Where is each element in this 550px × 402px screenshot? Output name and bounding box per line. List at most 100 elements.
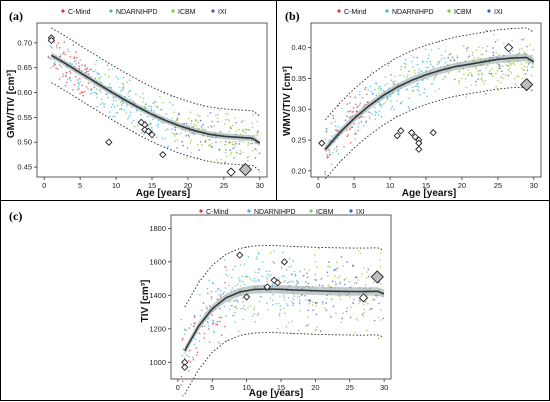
data-point: [333, 148, 336, 150]
data-point: [62, 73, 64, 75]
data-point: [363, 267, 365, 269]
data-point: [296, 279, 298, 282]
data-point: [174, 129, 177, 131]
data-point: [176, 117, 179, 119]
data-point: [526, 66, 528, 68]
data-point: [253, 280, 255, 282]
data-point: [196, 156, 199, 159]
data-point: [282, 293, 285, 296]
data-point: [257, 279, 260, 281]
data-point: [349, 128, 351, 130]
data-point: [372, 281, 375, 284]
data-point: [232, 300, 235, 302]
data-point: [208, 139, 210, 141]
data-point: [314, 273, 317, 276]
data-point: [380, 283, 382, 285]
data-point: [94, 69, 97, 72]
data-point: [201, 309, 203, 312]
data-point: [518, 48, 521, 51]
data-point: [505, 74, 507, 76]
data-point: [242, 300, 244, 303]
data-point: [69, 78, 71, 80]
data-point: [255, 133, 258, 135]
data-point: [417, 71, 420, 74]
data-point: [107, 75, 110, 78]
data-point: [247, 156, 249, 158]
data-point: [379, 252, 382, 254]
data-point: [121, 89, 124, 91]
data-point: [380, 106, 382, 108]
data-point: [215, 141, 217, 143]
data-point: [344, 119, 347, 121]
data-point: [106, 64, 109, 67]
data-point: [486, 65, 489, 67]
data-point: [258, 251, 260, 254]
data-point: [399, 74, 401, 77]
data-point: [201, 128, 204, 130]
prediction-band-lower: [325, 86, 535, 180]
data-point: [218, 149, 220, 152]
data-point: [325, 309, 328, 312]
highlight-diamond: [263, 283, 271, 291]
data-point: [313, 254, 316, 256]
data-point: [224, 287, 227, 289]
data-point: [241, 130, 244, 132]
data-point: [197, 114, 199, 116]
data-point: [467, 57, 469, 59]
data-point: [414, 85, 416, 88]
data-point: [366, 93, 368, 96]
data-point: [60, 66, 63, 68]
data-point: [342, 312, 344, 314]
data-point: [511, 40, 513, 42]
data-point: [325, 138, 327, 141]
data-point: [71, 63, 73, 65]
data-point: [196, 351, 199, 354]
data-point: [239, 140, 241, 142]
data-point: [352, 110, 355, 113]
data-point: [345, 277, 347, 279]
data-point: [428, 54, 430, 56]
fit-line: [324, 56, 535, 150]
data-point: [202, 106, 204, 108]
data-point: [334, 275, 336, 277]
data-point: [430, 63, 432, 65]
data-point: [78, 84, 80, 86]
data-point: [270, 274, 272, 276]
data-point: [256, 135, 259, 137]
data-point: [130, 98, 132, 100]
data-point: [188, 356, 191, 358]
highlight-diamond: [358, 293, 369, 303]
data-point: [495, 72, 497, 75]
data-point: [364, 88, 366, 91]
data-point: [399, 102, 402, 104]
highlight-diamond: [415, 139, 423, 147]
data-point: [190, 119, 193, 122]
data-point: [69, 76, 71, 79]
data-point: [59, 64, 61, 66]
data-point: [523, 65, 525, 67]
data-point: [97, 77, 100, 80]
data-point: [497, 79, 499, 82]
y-tick-label: 1800: [149, 224, 166, 233]
data-point: [332, 152, 334, 154]
data-point: [244, 275, 247, 278]
data-point: [480, 78, 482, 81]
data-point: [207, 126, 209, 128]
data-point: [56, 68, 59, 70]
data-point: [207, 292, 209, 295]
data-point: [334, 125, 337, 127]
data-point: [95, 59, 98, 62]
legend-label-ndar: NDARNIHPD: [116, 9, 158, 16]
data-point: [130, 89, 132, 92]
data-point: [405, 89, 408, 91]
data-point: [200, 126, 203, 128]
data-point: [216, 298, 218, 300]
data-point: [111, 68, 114, 70]
data-point: [481, 47, 484, 49]
data-point: [234, 300, 236, 302]
data-point: [287, 297, 290, 299]
data-point: [64, 74, 67, 76]
data-point: [464, 78, 467, 80]
y-axis-title-c: TIV [cm³]: [140, 280, 151, 323]
data-point: [340, 321, 343, 324]
